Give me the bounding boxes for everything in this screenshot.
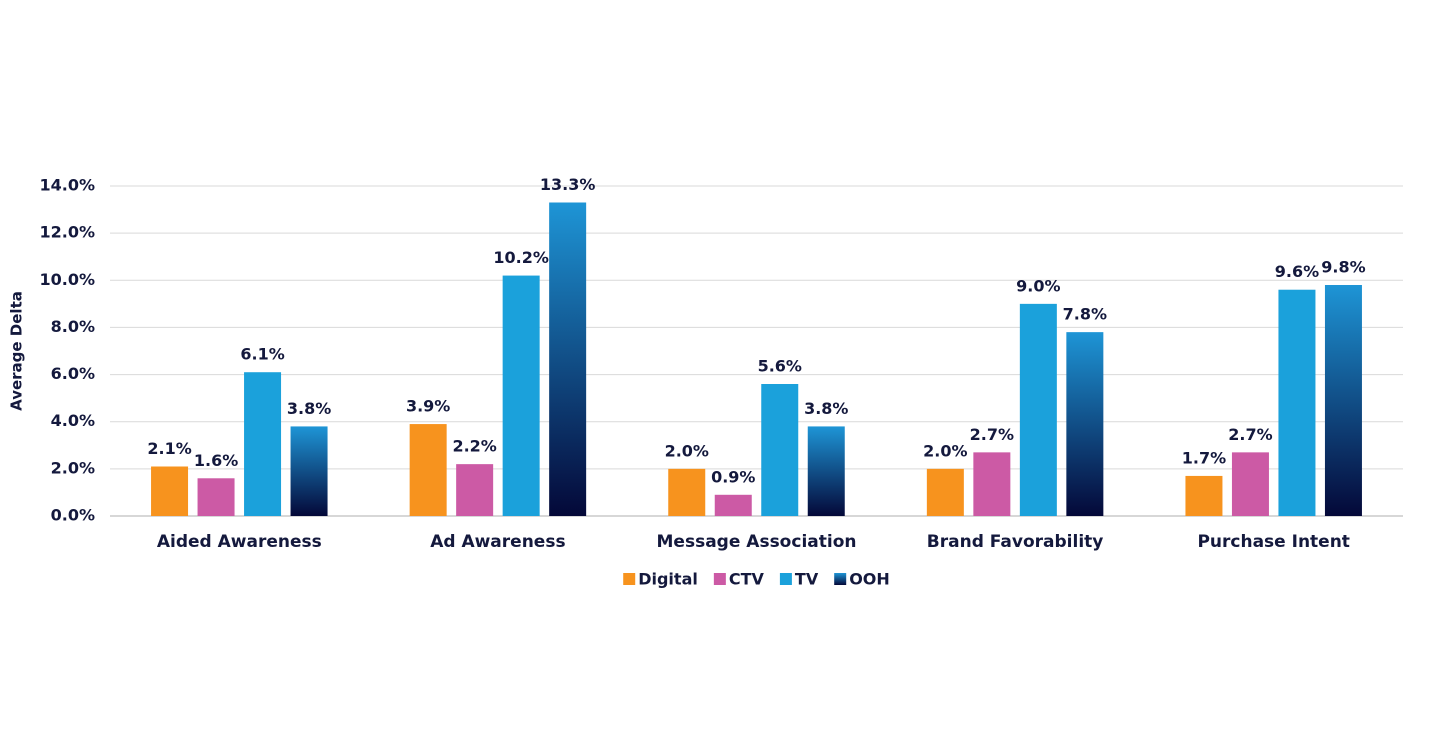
y-tick-label: 14.0% (39, 176, 95, 195)
y-tick-label: 12.0% (39, 223, 95, 242)
bar (549, 202, 587, 516)
bar (926, 468, 964, 516)
bar (244, 372, 282, 516)
y-tick-label: 10.0% (39, 270, 95, 289)
bar (502, 275, 540, 516)
data-label: 2.0% (923, 441, 967, 460)
bar (973, 452, 1011, 516)
x-tick-label: Brand Favorability (927, 532, 1104, 552)
legend-swatch (834, 573, 847, 585)
bar (1185, 475, 1223, 516)
bar (1278, 289, 1316, 516)
bar (1231, 452, 1269, 516)
legend-swatch (713, 573, 726, 585)
y-axis-title: Average Delta (8, 291, 26, 411)
data-label: 6.1% (240, 345, 284, 364)
bar (409, 424, 447, 516)
data-label: 2.1% (147, 439, 191, 458)
data-label: 3.8% (287, 399, 331, 418)
data-label: 1.7% (1182, 448, 1226, 467)
bar (807, 426, 845, 516)
legend-label: OOH (849, 570, 890, 589)
data-label: 1.6% (194, 451, 238, 470)
bar (761, 384, 799, 516)
bar (1066, 332, 1104, 516)
legend-label: TV (795, 570, 819, 589)
y-tick-label: 6.0% (51, 364, 95, 383)
bar (197, 478, 235, 516)
data-label: 9.6% (1275, 262, 1319, 281)
data-label: 9.0% (1016, 276, 1060, 295)
x-tick-label: Message Association (657, 532, 857, 552)
legend-swatch (779, 573, 792, 585)
x-tick-label: Purchase Intent (1197, 532, 1349, 552)
bar (290, 426, 328, 516)
bar (668, 468, 706, 516)
y-tick-label: 8.0% (51, 317, 95, 336)
y-tick-label: 0.0% (51, 506, 95, 525)
data-label: 10.2% (493, 248, 549, 267)
data-label: 2.2% (452, 437, 496, 456)
y-tick-label: 4.0% (51, 411, 95, 430)
data-label: 9.8% (1321, 258, 1365, 277)
x-tick-label: Ad Awareness (430, 532, 565, 552)
bar (714, 494, 752, 516)
bar (1324, 285, 1362, 516)
data-label: 5.6% (758, 357, 802, 376)
data-label: 2.7% (970, 425, 1014, 444)
legend-swatch (623, 573, 636, 585)
bar (151, 466, 189, 516)
data-label: 3.9% (406, 397, 450, 416)
data-label: 2.0% (665, 441, 709, 460)
data-label: 2.7% (1228, 425, 1272, 444)
data-label: 3.8% (804, 399, 848, 418)
data-label: 7.8% (1063, 305, 1107, 324)
y-tick-label: 2.0% (51, 458, 95, 477)
legend-label: Digital (638, 570, 698, 589)
data-label: 13.3% (540, 175, 596, 194)
bar (456, 464, 494, 516)
legend-label: CTV (729, 570, 765, 589)
data-label: 0.9% (711, 467, 755, 486)
x-tick-label: Aided Awareness (157, 532, 322, 552)
legend: Digital CTV TV OOH (623, 570, 890, 589)
bar (1019, 303, 1057, 516)
